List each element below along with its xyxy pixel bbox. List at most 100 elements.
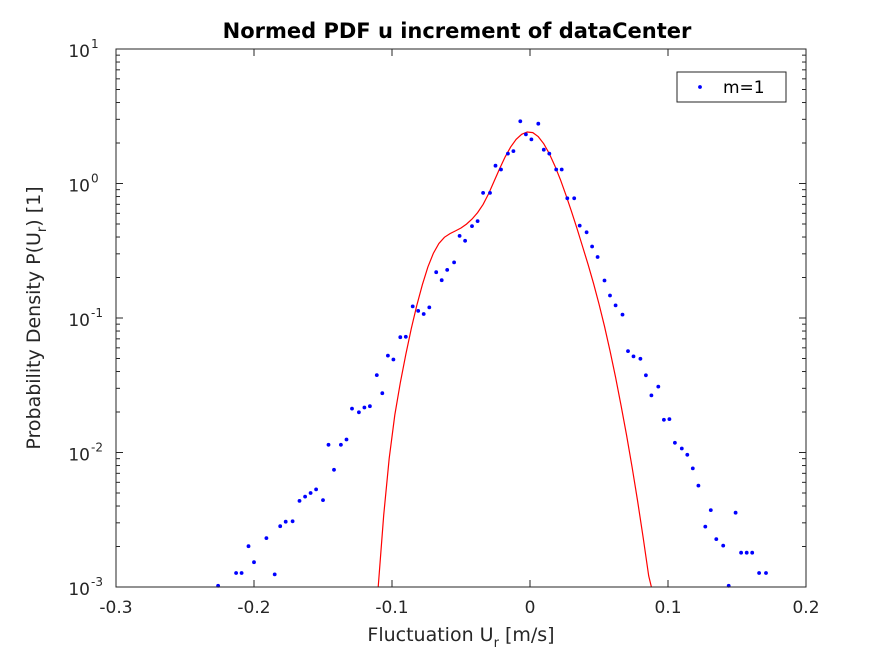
data-point [708,508,713,512]
data-point [452,260,456,265]
data-point [518,119,523,124]
data-point [511,149,516,154]
data-point [638,356,643,361]
data-point [416,309,421,313]
data-point [696,483,701,488]
x-axis-label-unit: [m/s] [499,624,555,646]
y-axis-label-sub: r [35,226,50,232]
data-point [733,510,738,515]
fit-curve-layer [377,131,652,588]
data-point [362,405,367,410]
data-point [608,293,612,298]
data-point [386,353,390,358]
data-point [488,191,492,195]
data-point [620,312,625,317]
data-point [283,519,288,524]
x-tick-label: 0.1 [654,598,681,618]
data-point [714,537,719,541]
x-axis-label: Fluctuation Ur [m/s] [367,624,554,651]
data-point [673,440,677,445]
data-point [234,571,239,575]
data-point [506,151,510,156]
data-point [541,147,546,152]
data-point [339,442,343,447]
x-tick-label: 0.2 [792,598,819,618]
data-point [679,446,684,451]
data-point [445,268,450,272]
plot-background [116,49,806,587]
marker-layer [216,119,768,588]
data-point [662,417,666,422]
x-axis-ticks: -0.3 -0.2 -0.1 0 0.1 0.2 [99,49,820,618]
data-point [613,303,618,308]
data-point [344,437,349,442]
data-point [427,305,432,310]
data-point [631,354,636,359]
data-point [703,524,708,529]
data-point [398,335,403,340]
y-tick-exponent: 1 [91,37,99,51]
data-point [357,410,361,415]
data-point [326,442,331,447]
data-point [499,167,503,172]
data-point [757,571,761,575]
data-point [391,357,396,362]
data-point [314,487,318,492]
data-point [547,151,552,156]
chart-title: Normed PDF u increment of dataCenter [223,19,692,43]
data-point [572,196,577,201]
x-tick-label: -0.3 [99,598,132,618]
y-tick-label: 10 [68,177,90,197]
data-point [685,452,690,457]
data-point [529,137,534,142]
data-point [644,373,648,378]
data-point [750,550,755,555]
legend-label: m=1 [723,78,765,98]
data-point [739,550,743,555]
y-axis-label: Probability Density P(Ur) [1] [23,186,50,449]
data-point [332,467,336,472]
data-point [264,536,269,540]
y-tick-exponent: -3 [91,575,103,589]
legend: m=1 [676,71,787,103]
legend-marker [698,85,702,89]
data-point [584,230,589,235]
y-tick-label: 10 [68,311,90,331]
data-point [303,494,307,499]
legend-box [676,71,787,103]
data-point [439,278,444,283]
data-point [272,572,277,577]
y-axis-label-unit: ) [1] [23,186,45,226]
data-point [626,349,630,353]
data-point [321,498,325,502]
x-tick-label: -0.1 [375,598,408,618]
data-point [246,544,251,549]
y-tick-exponent: 0 [91,172,99,186]
data-point [590,244,594,249]
data-point [565,196,570,201]
data-point [764,571,768,575]
data-point [690,466,695,471]
data-point [559,167,564,172]
data-point [350,406,354,411]
data-point [463,238,467,243]
data-point [374,373,379,377]
x-axis-label-main: Fluctuation U [367,624,493,646]
x-axis-label-sub: r [494,636,500,651]
data-point [297,499,302,503]
y-tick-label: 10 [68,446,90,466]
data-point [368,404,372,409]
data-point [649,393,654,398]
data-point [290,519,295,524]
data-point [239,571,244,575]
y-tick-exponent: -2 [91,441,103,455]
data-point [457,234,462,238]
x-tick-label: -0.2 [237,598,270,618]
fit-curve-line [377,131,652,588]
y-tick-label: 10 [68,42,90,62]
y-axis-label-main: Probability Density P(U [23,232,45,450]
y-tick-label: 10 [68,580,90,600]
